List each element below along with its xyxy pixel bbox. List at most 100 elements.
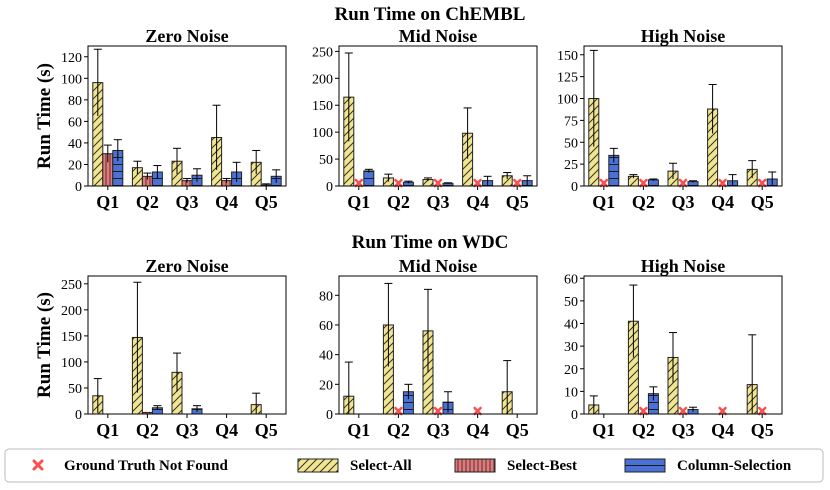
y-tick-label: 20 — [319, 378, 333, 393]
x-tick-label: Q3 — [426, 420, 449, 440]
y-tick-label: 40 — [319, 349, 333, 364]
x-tick-label: Q3 — [426, 192, 449, 212]
group-title-wdc: Run Time on WDC — [352, 232, 509, 253]
chart-panel-4: Zero Noise Run Time (s) 0 50 100 150 200 250 Q1 Q… — [34, 256, 287, 440]
not-found-marker-q5 — [757, 406, 767, 416]
y-tick-label: 40 — [68, 137, 82, 152]
x-tick-label: Q5 — [255, 420, 278, 440]
x-tick-label: Q2 — [632, 192, 655, 212]
y-tick-label: 50 — [564, 136, 578, 151]
x-tick-label: Q1 — [592, 192, 615, 212]
y-tick-label: 80 — [319, 289, 333, 304]
panel-title: Mid Noise — [399, 26, 478, 46]
y-tick-label: 150 — [557, 49, 578, 64]
legend-not-found-marker — [32, 459, 44, 471]
y-tick-label: 0 — [326, 408, 333, 423]
legend-select-best-swatch — [454, 458, 496, 473]
y-axis-label: Run Time (s) — [34, 63, 55, 169]
panel-title: High Noise — [641, 256, 726, 276]
not-found-marker-q5 — [512, 178, 522, 188]
x-tick-label: Q3 — [175, 420, 198, 440]
not-found-marker-q3 — [433, 178, 443, 188]
x-tick-label: Q4 — [711, 420, 734, 440]
y-tick-label: 250 — [61, 278, 82, 293]
group-title-chembl: Run Time on ChEMBL — [335, 4, 526, 25]
x-tick-label: Q5 — [506, 420, 529, 440]
x-tick-label: Q2 — [387, 420, 410, 440]
panel-title: Zero Noise — [145, 26, 228, 46]
y-tick-label: 40 — [564, 318, 578, 333]
legend-select-all-swatch — [297, 458, 339, 473]
x-tick-label: Q2 — [136, 192, 159, 212]
plot-frame — [583, 275, 783, 415]
y-axis-label: Run Time (s) — [34, 292, 55, 398]
y-tick-label: 100 — [312, 126, 333, 141]
y-tick-label: 150 — [312, 99, 333, 114]
plot-frame — [338, 275, 538, 415]
legend-not-found-label: Ground Truth Not Found — [64, 458, 228, 474]
y-tick-label: 50 — [564, 295, 578, 310]
x-tick-label: Q1 — [347, 192, 370, 212]
x-tick-label: Q2 — [632, 420, 655, 440]
y-tick-label: 0 — [75, 408, 82, 423]
x-tick-label: Q5 — [255, 192, 278, 212]
plot-frame — [338, 45, 538, 187]
y-tick-label: 0 — [75, 180, 82, 195]
y-tick-label: 80 — [68, 94, 82, 109]
panel-title: Mid Noise — [399, 256, 478, 276]
y-tick-label: 125 — [557, 71, 578, 86]
y-tick-label: 100 — [557, 93, 578, 108]
y-tick-label: 100 — [61, 72, 82, 87]
y-tick-label: 75 — [564, 114, 578, 129]
panel-title: High Noise — [641, 26, 726, 46]
x-tick-label: Q5 — [751, 192, 774, 212]
x-tick-label: Q1 — [347, 420, 370, 440]
y-tick-label: 150 — [61, 330, 82, 345]
bar-column-selection-q2 — [647, 179, 659, 187]
chart-panel-2: Mid Noise 0 50 100 150 200 250 Q1 Q2 Q3 Q4 Q5 — [312, 26, 538, 212]
not-found-marker-q3 — [678, 178, 688, 188]
y-tick-label: 60 — [319, 319, 333, 334]
x-tick-label: Q3 — [175, 192, 198, 212]
legend: Ground Truth Not Found Select-All Select… — [4, 448, 824, 483]
y-tick-label: 60 — [68, 115, 82, 130]
not-found-marker-q5 — [757, 178, 767, 188]
x-tick-label: Q4 — [711, 192, 734, 212]
legend-column-selection-label: Column-Selection — [677, 458, 792, 474]
x-tick-label: Q1 — [96, 420, 119, 440]
x-tick-label: Q4 — [466, 420, 489, 440]
legend-column-selection-swatch — [624, 458, 666, 473]
y-tick-label: 200 — [312, 72, 333, 87]
chart-panel-6: High Noise 0 10 20 30 40 50 60 Q1 Q2 Q3 Q4 Q5 — [564, 256, 783, 440]
not-found-marker-q1 — [354, 178, 364, 188]
x-tick-label: Q2 — [387, 192, 410, 212]
chart-panel-3: High Noise 0 25 50 75 100 125 150 Q1 Q2 Q3 Q4 Q5 — [557, 26, 783, 212]
chart-panel-1: Zero Noise Run Time (s) 0 20 40 60 80 100 120 Q1 Q… — [34, 26, 287, 212]
x-tick-label: Q2 — [136, 420, 159, 440]
plot-frame — [87, 45, 287, 187]
y-tick-label: 250 — [312, 45, 333, 60]
not-found-marker-q4 — [473, 406, 482, 416]
not-found-marker-q1 — [599, 178, 609, 188]
y-tick-label: 50 — [319, 153, 333, 168]
x-tick-label: Q3 — [671, 420, 694, 440]
y-tick-label: 0 — [571, 408, 578, 423]
chart-panel-5: Mid Noise 0 20 40 60 80 Q1 Q2 Q3 Q4 Q5 — [319, 256, 538, 440]
not-found-marker-q4 — [718, 178, 727, 188]
y-tick-label: 25 — [564, 158, 578, 173]
not-found-marker-q4 — [473, 178, 482, 188]
x-tick-label: Q3 — [671, 192, 694, 212]
y-tick-label: 0 — [326, 180, 333, 195]
x-tick-label: Q4 — [215, 192, 238, 212]
legend-select-best-label: Select-Best — [507, 458, 577, 474]
x-tick-label: Q4 — [215, 420, 238, 440]
panel-title: Zero Noise — [145, 256, 228, 276]
y-tick-label: 200 — [61, 304, 82, 319]
x-tick-label: Q5 — [751, 420, 774, 440]
not-found-marker-q2 — [639, 406, 648, 416]
plot-frame — [583, 45, 783, 187]
y-tick-label: 10 — [564, 385, 578, 400]
legend-select-all-label: Select-All — [350, 458, 412, 474]
not-found-marker-q2 — [394, 406, 403, 416]
